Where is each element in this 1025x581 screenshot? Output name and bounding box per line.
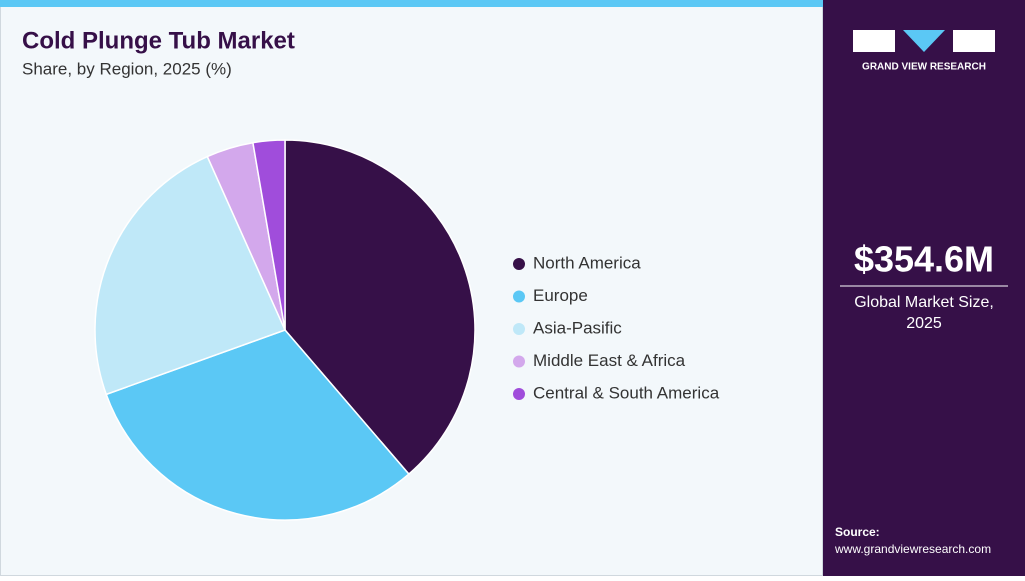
market-size-label-box: Global Market Size, 2025 xyxy=(854,294,994,332)
legend-swatch xyxy=(513,290,525,303)
legend-swatch xyxy=(513,323,525,335)
legend-label: Central & South America xyxy=(533,383,720,402)
top-bar xyxy=(0,0,823,7)
pie-slice xyxy=(252,139,286,331)
logo-block xyxy=(903,30,945,52)
legend-swatch xyxy=(513,388,525,400)
market-size: $354.6M xyxy=(854,239,994,280)
legend-label: North America xyxy=(533,253,641,272)
market-size-label: Global Market Size, 2025 xyxy=(854,294,994,332)
sidebar xyxy=(823,0,1025,576)
logo-block xyxy=(853,30,895,52)
chart-title: Cold Plunge Tub Market xyxy=(22,27,295,54)
legend-label: Europe xyxy=(533,286,588,305)
source-label: Source: xyxy=(835,525,880,539)
pie xyxy=(94,139,476,521)
legend-swatch xyxy=(513,258,525,270)
pie-slice xyxy=(284,139,476,476)
legend-label: Asia-Pasific xyxy=(533,318,622,337)
legend-label: Middle East & Africa xyxy=(533,351,686,370)
legend-swatch xyxy=(513,355,525,368)
source-url: www.grandviewresearch.com xyxy=(834,542,991,556)
pie-slice xyxy=(105,329,410,521)
chart-subtitle: Share, by Region, 2025 (%) xyxy=(22,59,232,78)
brand: GRAND VIEW RESEARCH xyxy=(862,62,986,73)
legend: North America Europe Asia-Pasific Middle Ea… xyxy=(513,253,720,402)
pie-slice xyxy=(94,155,287,396)
logo-block xyxy=(953,30,995,52)
logo: GRAND VIEW RESEARCH xyxy=(853,30,995,73)
